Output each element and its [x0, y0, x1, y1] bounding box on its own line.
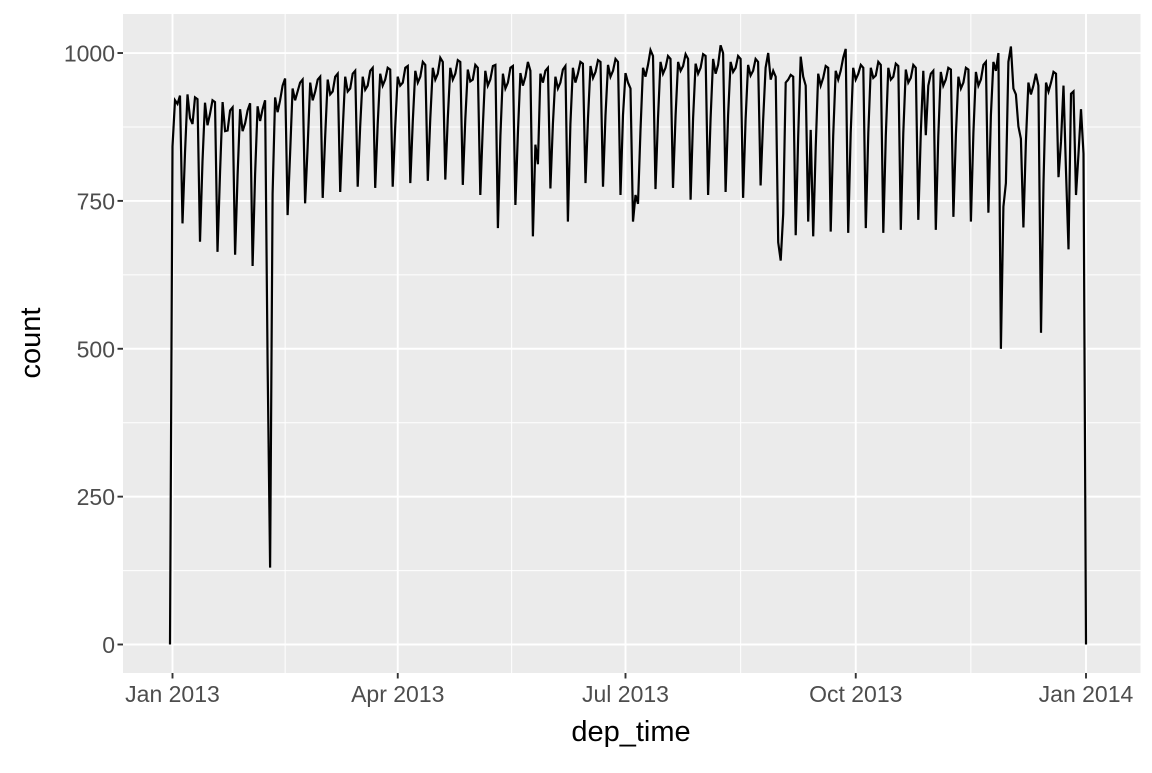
- y-tick-label: 0: [102, 632, 115, 658]
- freqpoly-line: [168, 44, 1088, 645]
- y-axis-tick-labels: 0 250 500 750 1000: [64, 41, 115, 658]
- y-axis-title: count: [15, 308, 47, 379]
- axis-tick-marks: [117, 52, 1087, 679]
- x-tick-label: Jan 2013: [125, 681, 220, 707]
- x-tick-label: Jul 2013: [582, 681, 669, 707]
- x-tick-label: Apr 2013: [351, 681, 444, 707]
- y-tick-label: 1000: [64, 41, 115, 67]
- x-tick-label: Jan 2014: [1039, 681, 1134, 707]
- y-tick-label: 250: [77, 484, 115, 510]
- y-tick-label: 750: [77, 188, 115, 214]
- x-tick-label: Oct 2013: [809, 681, 902, 707]
- x-axis-title: dep_time: [571, 716, 690, 748]
- x-axis-tick-labels: Jan 2013 Apr 2013 Jul 2013 Oct 2013 Jan 2014: [125, 681, 1133, 707]
- y-tick-label: 500: [77, 336, 115, 362]
